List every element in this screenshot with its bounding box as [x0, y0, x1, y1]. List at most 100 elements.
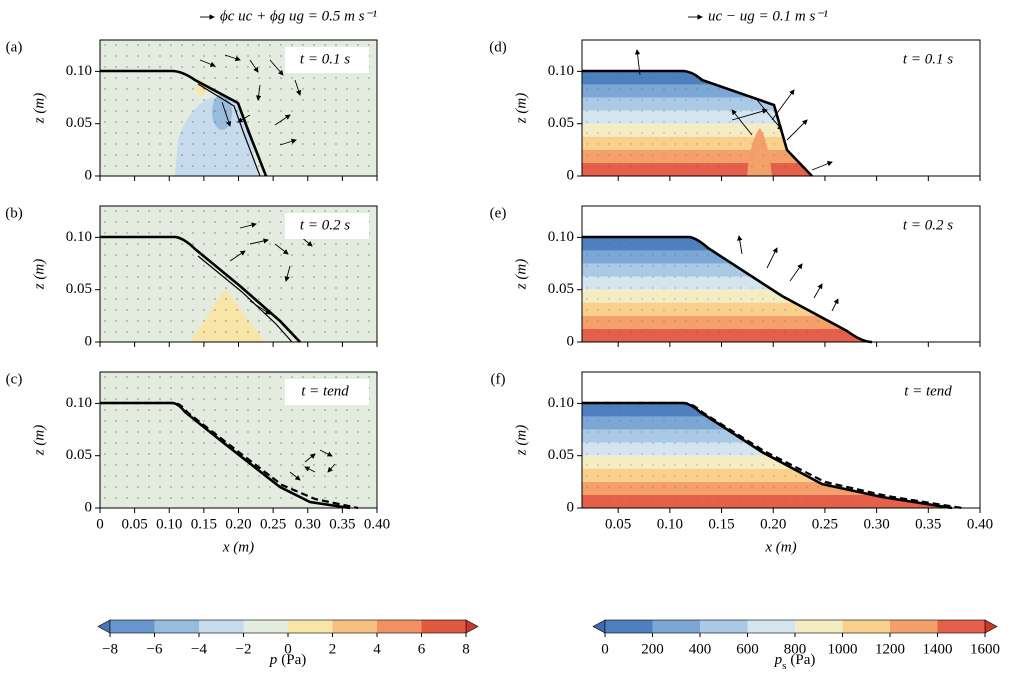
colorbar-tick-label: 400 [689, 641, 712, 657]
time-label-box [285, 213, 369, 239]
y-tick-label: 0 [567, 499, 575, 515]
colorbar-label-symbol: p [269, 652, 278, 668]
y-tick-label: 0.10 [66, 63, 92, 79]
y-axis-label: z (m) [513, 259, 529, 290]
profile [582, 69, 813, 177]
panel-label: (f) [491, 371, 506, 387]
y-tick-label: 0.05 [66, 281, 92, 297]
quiver [737, 235, 839, 312]
colorbar-tick-label: −8 [102, 641, 118, 657]
colorbar-tick-label: 1200 [875, 641, 905, 657]
x-tick-label: 0.30 [863, 516, 889, 532]
colorbar-segment [605, 620, 653, 633]
y-axis-label: z (m) [31, 259, 47, 290]
x-tick-label: 0.35 [329, 516, 355, 532]
x-tick-label: 0.30 [295, 516, 321, 532]
colorbar-tick-label: 4 [373, 641, 381, 657]
time-label-box [888, 379, 972, 405]
time-label: t = 0.1 s [903, 51, 953, 67]
colorbar-label-unit: (Pa) [790, 652, 815, 668]
x-tick-label: 0.15 [708, 516, 734, 532]
colorbar-over [465, 619, 479, 634]
panel-label: (b) [5, 205, 23, 221]
axes-frame [581, 39, 981, 177]
axes-frame [581, 205, 981, 343]
time-label-box [285, 47, 369, 73]
colorbar-label-subscript: s [782, 660, 786, 672]
quiver [289, 449, 336, 481]
x-tick-label: 0.20 [760, 516, 786, 532]
quiver-key: uc − ug = 0.1 m s⁻¹ [708, 8, 828, 24]
x-tick-label: 0.20 [225, 516, 251, 532]
time-label: t = tend [904, 383, 952, 399]
x-tick-label: 0.40 [967, 516, 993, 532]
quiver [634, 49, 833, 171]
x-tick-label: 0.25 [260, 516, 286, 532]
colorbar-segment [243, 620, 288, 633]
x-tick-label: 0.35 [915, 516, 941, 532]
panel-label: (d) [489, 39, 507, 55]
y-tick-label: 0.10 [548, 395, 574, 411]
colorbar-over [984, 619, 998, 634]
colorbar-segment [110, 620, 155, 633]
y-tick-label: 0.10 [548, 229, 574, 245]
colorbar-tick-label: 1600 [970, 641, 1000, 657]
colorbar-tick-label: 0 [601, 641, 609, 657]
colorbar-segment [747, 620, 795, 633]
y-axis-label: z (m) [31, 425, 47, 456]
x-tick-label: 0 [96, 516, 104, 532]
time-label-box [888, 213, 972, 239]
y-tick-label: 0.10 [66, 395, 92, 411]
colorbar-under [592, 619, 606, 634]
colorbar-segment [288, 620, 333, 633]
y-tick-label: 0.05 [548, 447, 574, 463]
x-tick-label: 0.10 [657, 516, 683, 532]
colorbar-label: ps (Pa) [774, 652, 816, 671]
colorbar-tick-label: 6 [418, 641, 426, 657]
colorbar-tick-label: −6 [147, 641, 163, 657]
profile [100, 69, 268, 177]
profile [197, 255, 293, 343]
colorbar-tick-label: 2 [329, 641, 337, 657]
colorbar-tick-label: 0 [284, 641, 292, 657]
profile [100, 235, 301, 343]
time-label: t = 0.1 s [300, 51, 350, 67]
profile [582, 235, 873, 344]
y-tick-label: 0.05 [548, 115, 574, 131]
panel-label: (e) [490, 205, 507, 221]
colorbar-segment [377, 620, 422, 633]
x-tick-label: 0.10 [156, 516, 182, 532]
quiver-key: ϕc uc + ϕg ug = 0.5 m s⁻¹ [220, 8, 377, 24]
panel-label: (c) [6, 371, 23, 387]
colorbar-segment [199, 620, 244, 633]
colorbar-segment [421, 620, 466, 633]
x-tick-label: 0.05 [122, 516, 148, 532]
panel-b [100, 206, 377, 343]
x-tick-label: 0.40 [364, 516, 390, 532]
y-tick-label: 0 [85, 499, 93, 515]
y-tick-label: 0.10 [548, 63, 574, 79]
colorbar-tick-label: 600 [736, 641, 759, 657]
colorbar-segment [890, 620, 938, 633]
time-label: t = 0.2 s [300, 217, 350, 233]
x-tick-label: 0.05 [605, 516, 631, 532]
colorbar-segment [154, 620, 199, 633]
panel-e [582, 206, 980, 344]
time-label-box [888, 47, 972, 73]
colorbar-tick-label: 800 [784, 641, 807, 657]
x-tick-label: 0.25 [812, 516, 838, 532]
y-tick-label: 0 [85, 167, 93, 183]
colorbar-segment [700, 620, 748, 633]
time-label: t = 0.2 s [903, 217, 953, 233]
y-tick-label: 0.10 [66, 229, 92, 245]
axes-frame [581, 371, 981, 509]
y-axis-label: z (m) [513, 425, 529, 456]
profile [582, 401, 953, 510]
profile [100, 401, 351, 510]
colorbar-label-symbol: p [774, 652, 783, 668]
panel-label: (a) [6, 39, 23, 55]
colorbar-under [97, 619, 111, 634]
y-tick-label: 0 [567, 333, 575, 349]
contour-bands [582, 71, 812, 176]
